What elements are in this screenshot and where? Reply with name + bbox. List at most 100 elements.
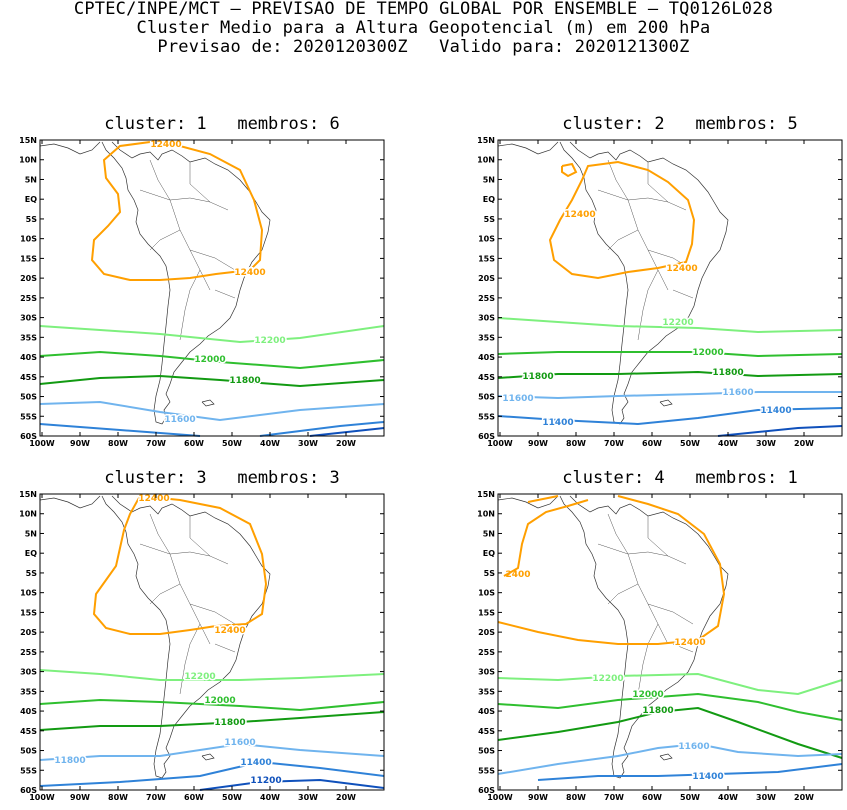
lat-label: 15S: [20, 608, 37, 617]
lat-label: 25S: [478, 294, 495, 303]
lat-label: 60S: [20, 786, 37, 795]
lat-label: 10N: [19, 156, 37, 165]
lat-label: 35S: [478, 687, 495, 696]
lon-label: 40W: [718, 793, 738, 802]
lat-label: 50S: [20, 747, 37, 756]
contour-label-12000: 12000: [194, 355, 225, 365]
lat-label: 5S: [484, 215, 496, 224]
country-border-7: [189, 516, 211, 557]
lon-label: 80W: [108, 439, 128, 448]
lat-label: 10S: [478, 235, 495, 244]
contour-12200: [497, 317, 843, 334]
lon-label: 60W: [642, 793, 662, 802]
lat-label: 60S: [478, 786, 495, 795]
country-border-0: [597, 543, 687, 565]
country-border-3: [189, 603, 236, 625]
map-panel-cluster-1: 12400 12400 12200 12000 11800 11600 15N 10N 5N EQ…: [0, 136, 400, 456]
lat-label: 20S: [20, 628, 37, 637]
lat-label: 15S: [478, 254, 495, 263]
lat-label: 5N: [483, 529, 495, 538]
lat-label: 50S: [20, 393, 37, 402]
contour-11600: [39, 742, 385, 761]
contour-label-11800-2: 11800: [712, 368, 743, 378]
contour-12200: [497, 672, 843, 696]
contour-segment-extra-0: [39, 423, 201, 437]
lat-label: 30S: [20, 668, 37, 677]
lon-label: 40W: [260, 793, 280, 802]
contour-label-11600: 11600: [678, 742, 709, 752]
map-svg-cluster-2: 12400 12400 12200 12000 11800 11800 11600 11600…: [477, 136, 843, 448]
coastline-central-america: [39, 141, 101, 155]
coastline-falklands: [659, 753, 673, 761]
lon-label: 70W: [604, 439, 624, 448]
contour-11800: [497, 370, 843, 379]
contour-label-11600-2: 11800: [54, 756, 85, 766]
lat-label: 10S: [20, 589, 37, 598]
contour-label-11600: 11600: [164, 415, 195, 425]
lon-label: 30W: [756, 793, 776, 802]
lon-label: 90W: [70, 439, 90, 448]
lon-label: 60W: [642, 439, 662, 448]
lon-label: 70W: [146, 793, 166, 802]
contour-label-12000: 12000: [632, 690, 663, 700]
contour-segment-extra-0: [717, 425, 843, 437]
lon-label: 70W: [604, 793, 624, 802]
country-border-0: [139, 189, 229, 211]
lon-label: 90W: [528, 439, 548, 448]
contour-11800: [497, 706, 843, 759]
contour-segment-12400b: [527, 495, 559, 503]
contour-12200: [39, 325, 385, 344]
contour-label-12000: 12000: [204, 696, 235, 706]
country-border-6: [149, 513, 171, 555]
contour-12400: [497, 495, 726, 645]
contour-12400: [92, 494, 268, 635]
lon-label: 100W: [487, 439, 513, 448]
lat-label: 55S: [20, 412, 37, 421]
map-panel-cluster-3: 12400 12400 12200 12000 11800 11600 11800 11400…: [0, 490, 400, 810]
panel-3-title: cluster: 3 membros: 3: [104, 468, 340, 488]
lat-label: 35S: [20, 333, 37, 342]
lat-label: 5N: [25, 175, 37, 184]
lon-label: 30W: [298, 793, 318, 802]
country-border-3: [647, 249, 694, 271]
coastline-south-america: [101, 141, 271, 425]
lat-label: 30S: [478, 668, 495, 677]
lat-label: EQ: [25, 549, 37, 558]
lat-label: 15N: [477, 136, 495, 145]
contour-label-12400-2: 12400: [564, 210, 595, 220]
coastline-falklands: [659, 399, 673, 407]
map-group: 12400 2400 12200 12000 11800 11600 11400: [497, 495, 843, 784]
lat-label: 5N: [25, 529, 37, 538]
map-frame: [39, 139, 385, 437]
contour-label-11400: 11400: [240, 758, 271, 768]
lat-label: 5S: [26, 569, 38, 578]
contour-11600: [497, 391, 842, 400]
country-border-3: [647, 603, 694, 625]
contour-label-11400-2: 11400: [760, 406, 791, 416]
figure-title-line-3: Previsao de: 2020120300Z Valido para: 20…: [157, 37, 690, 57]
lat-label: 10N: [477, 156, 495, 165]
contour-label-11600: 11600: [224, 738, 255, 748]
lat-label: 55S: [478, 766, 495, 775]
contour-12000: [497, 692, 843, 721]
contour-11800: [39, 711, 385, 731]
coastline-central-america: [497, 141, 559, 155]
lat-label: 10N: [19, 510, 37, 519]
lon-label: 30W: [298, 439, 318, 448]
country-border-4: [179, 623, 201, 695]
lat-label: 50S: [478, 393, 495, 402]
contour-11400: [537, 763, 843, 781]
contour-label-12200: 12200: [254, 336, 285, 346]
contour-label-11400: 11400: [692, 772, 723, 782]
contour-label-12400: 12400: [666, 264, 697, 274]
lat-label: 15N: [19, 136, 37, 145]
contour-segment-12400c: [503, 499, 589, 577]
lon-label: 80W: [566, 793, 586, 802]
lat-label: 10S: [20, 235, 37, 244]
contour-12400: [548, 160, 696, 280]
panel-1-title: cluster: 1 membros: 6: [104, 114, 340, 134]
lat-label: 20S: [20, 274, 37, 283]
contour-12000: [39, 698, 385, 712]
country-border-0: [139, 543, 229, 565]
country-border-6: [607, 513, 629, 555]
